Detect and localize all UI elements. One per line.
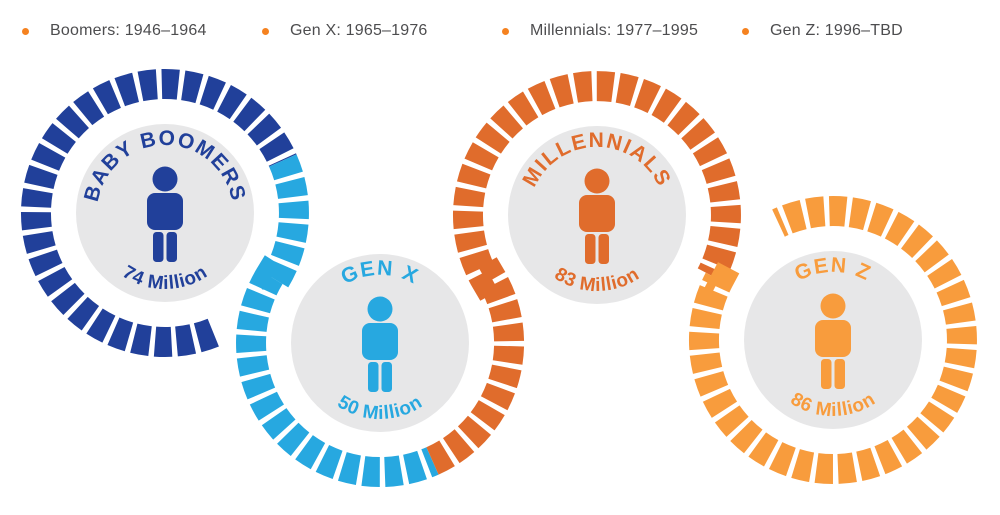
generation-unit-genx: GEN X 50 Million [291,254,469,432]
ring-arc-genx [236,154,439,488]
legend-item: Boomers: 1946–1964 [22,22,207,40]
person-icon [579,168,615,264]
legend-label: Gen Z: 1996–TBD [770,22,903,39]
legend-item: Gen Z: 1996–TBD [742,22,903,40]
legend-label: Boomers: 1946–1964 [50,22,207,39]
legend-bullet-icon [22,27,29,35]
legend: Boomers: 1946–1964 Gen X: 1965–1976 Mill… [0,0,1000,50]
legend-label: Millennials: 1977–1995 [530,22,699,39]
legend-bullet-icon [742,27,749,35]
legend-item: Millennials: 1977–1995 [502,22,698,40]
ring-arc-millennials [426,71,741,475]
ring-arc-boomers [20,69,297,357]
generation-unit-millennials: MILLENNIALS 83 Million [508,126,686,304]
ring-arc-genz [689,196,977,485]
person-icon [362,296,398,392]
legend-bullet-icon [502,27,509,35]
legend-bullet-icon [262,27,269,35]
generation-unit-boomers: BABY BOOMERS 74 Million [76,124,254,302]
person-icon [147,166,183,262]
person-icon [815,293,851,389]
generation-unit-genz: GEN Z 86 Million [744,251,922,429]
legend-item: Gen X: 1965–1976 [262,22,428,40]
legend-label: Gen X: 1965–1976 [290,22,428,39]
